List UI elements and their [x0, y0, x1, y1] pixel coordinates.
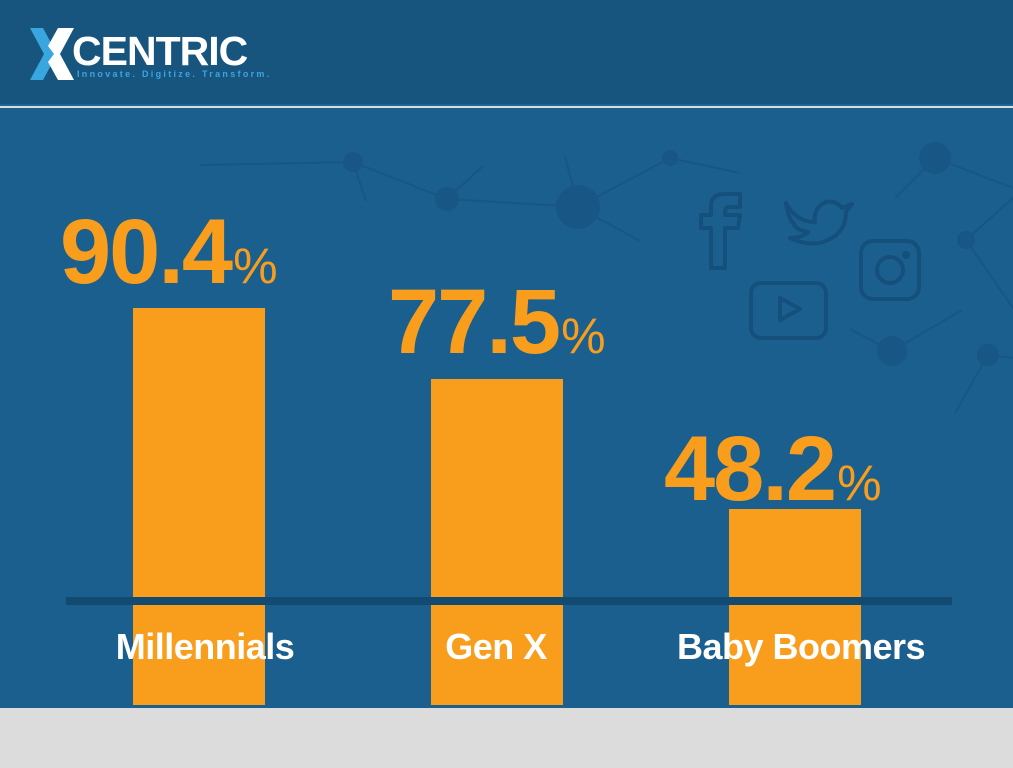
xcentric-logo: CENTRIC Innovate. Digitize. Transform.: [30, 28, 290, 80]
chart-baseline: [66, 597, 952, 605]
logo-tagline: Innovate. Digitize. Transform.: [77, 69, 272, 79]
bar-baby-boomers: [729, 509, 861, 705]
instagram-icon: [859, 239, 921, 301]
value-number: 77.5: [388, 271, 561, 373]
category-label-millennials: Millennials: [115, 626, 295, 667]
value-number: 48.2: [664, 418, 837, 520]
value-label-gen-x: 77.5%: [388, 276, 606, 368]
chart-panel: 90.4% 77.5% 48.2% Millennials Gen X Baby…: [0, 108, 1013, 708]
value-label-millennials: 90.4%: [60, 206, 278, 298]
value-number: 90.4: [60, 201, 233, 303]
footer-band: [0, 708, 1013, 768]
bar-millennials: [133, 308, 265, 705]
youtube-icon: [749, 281, 828, 340]
logo-wordmark: CENTRIC: [72, 28, 248, 74]
logo-x-mark-icon: [30, 28, 74, 80]
twitter-icon: [784, 199, 854, 246]
percent-sign: %: [233, 238, 278, 294]
facebook-icon: [699, 192, 742, 270]
percent-sign: %: [837, 455, 882, 511]
category-label-baby-boomers: Baby Boomers: [676, 626, 926, 667]
category-label-gen-x: Gen X: [445, 626, 547, 667]
percent-sign: %: [561, 308, 606, 364]
network-background: [199, 142, 1013, 414]
bar-gen-x: [431, 379, 563, 705]
header: CENTRIC Innovate. Digitize. Transform.: [0, 0, 1013, 106]
value-label-baby-boomers: 48.2%: [664, 423, 882, 515]
